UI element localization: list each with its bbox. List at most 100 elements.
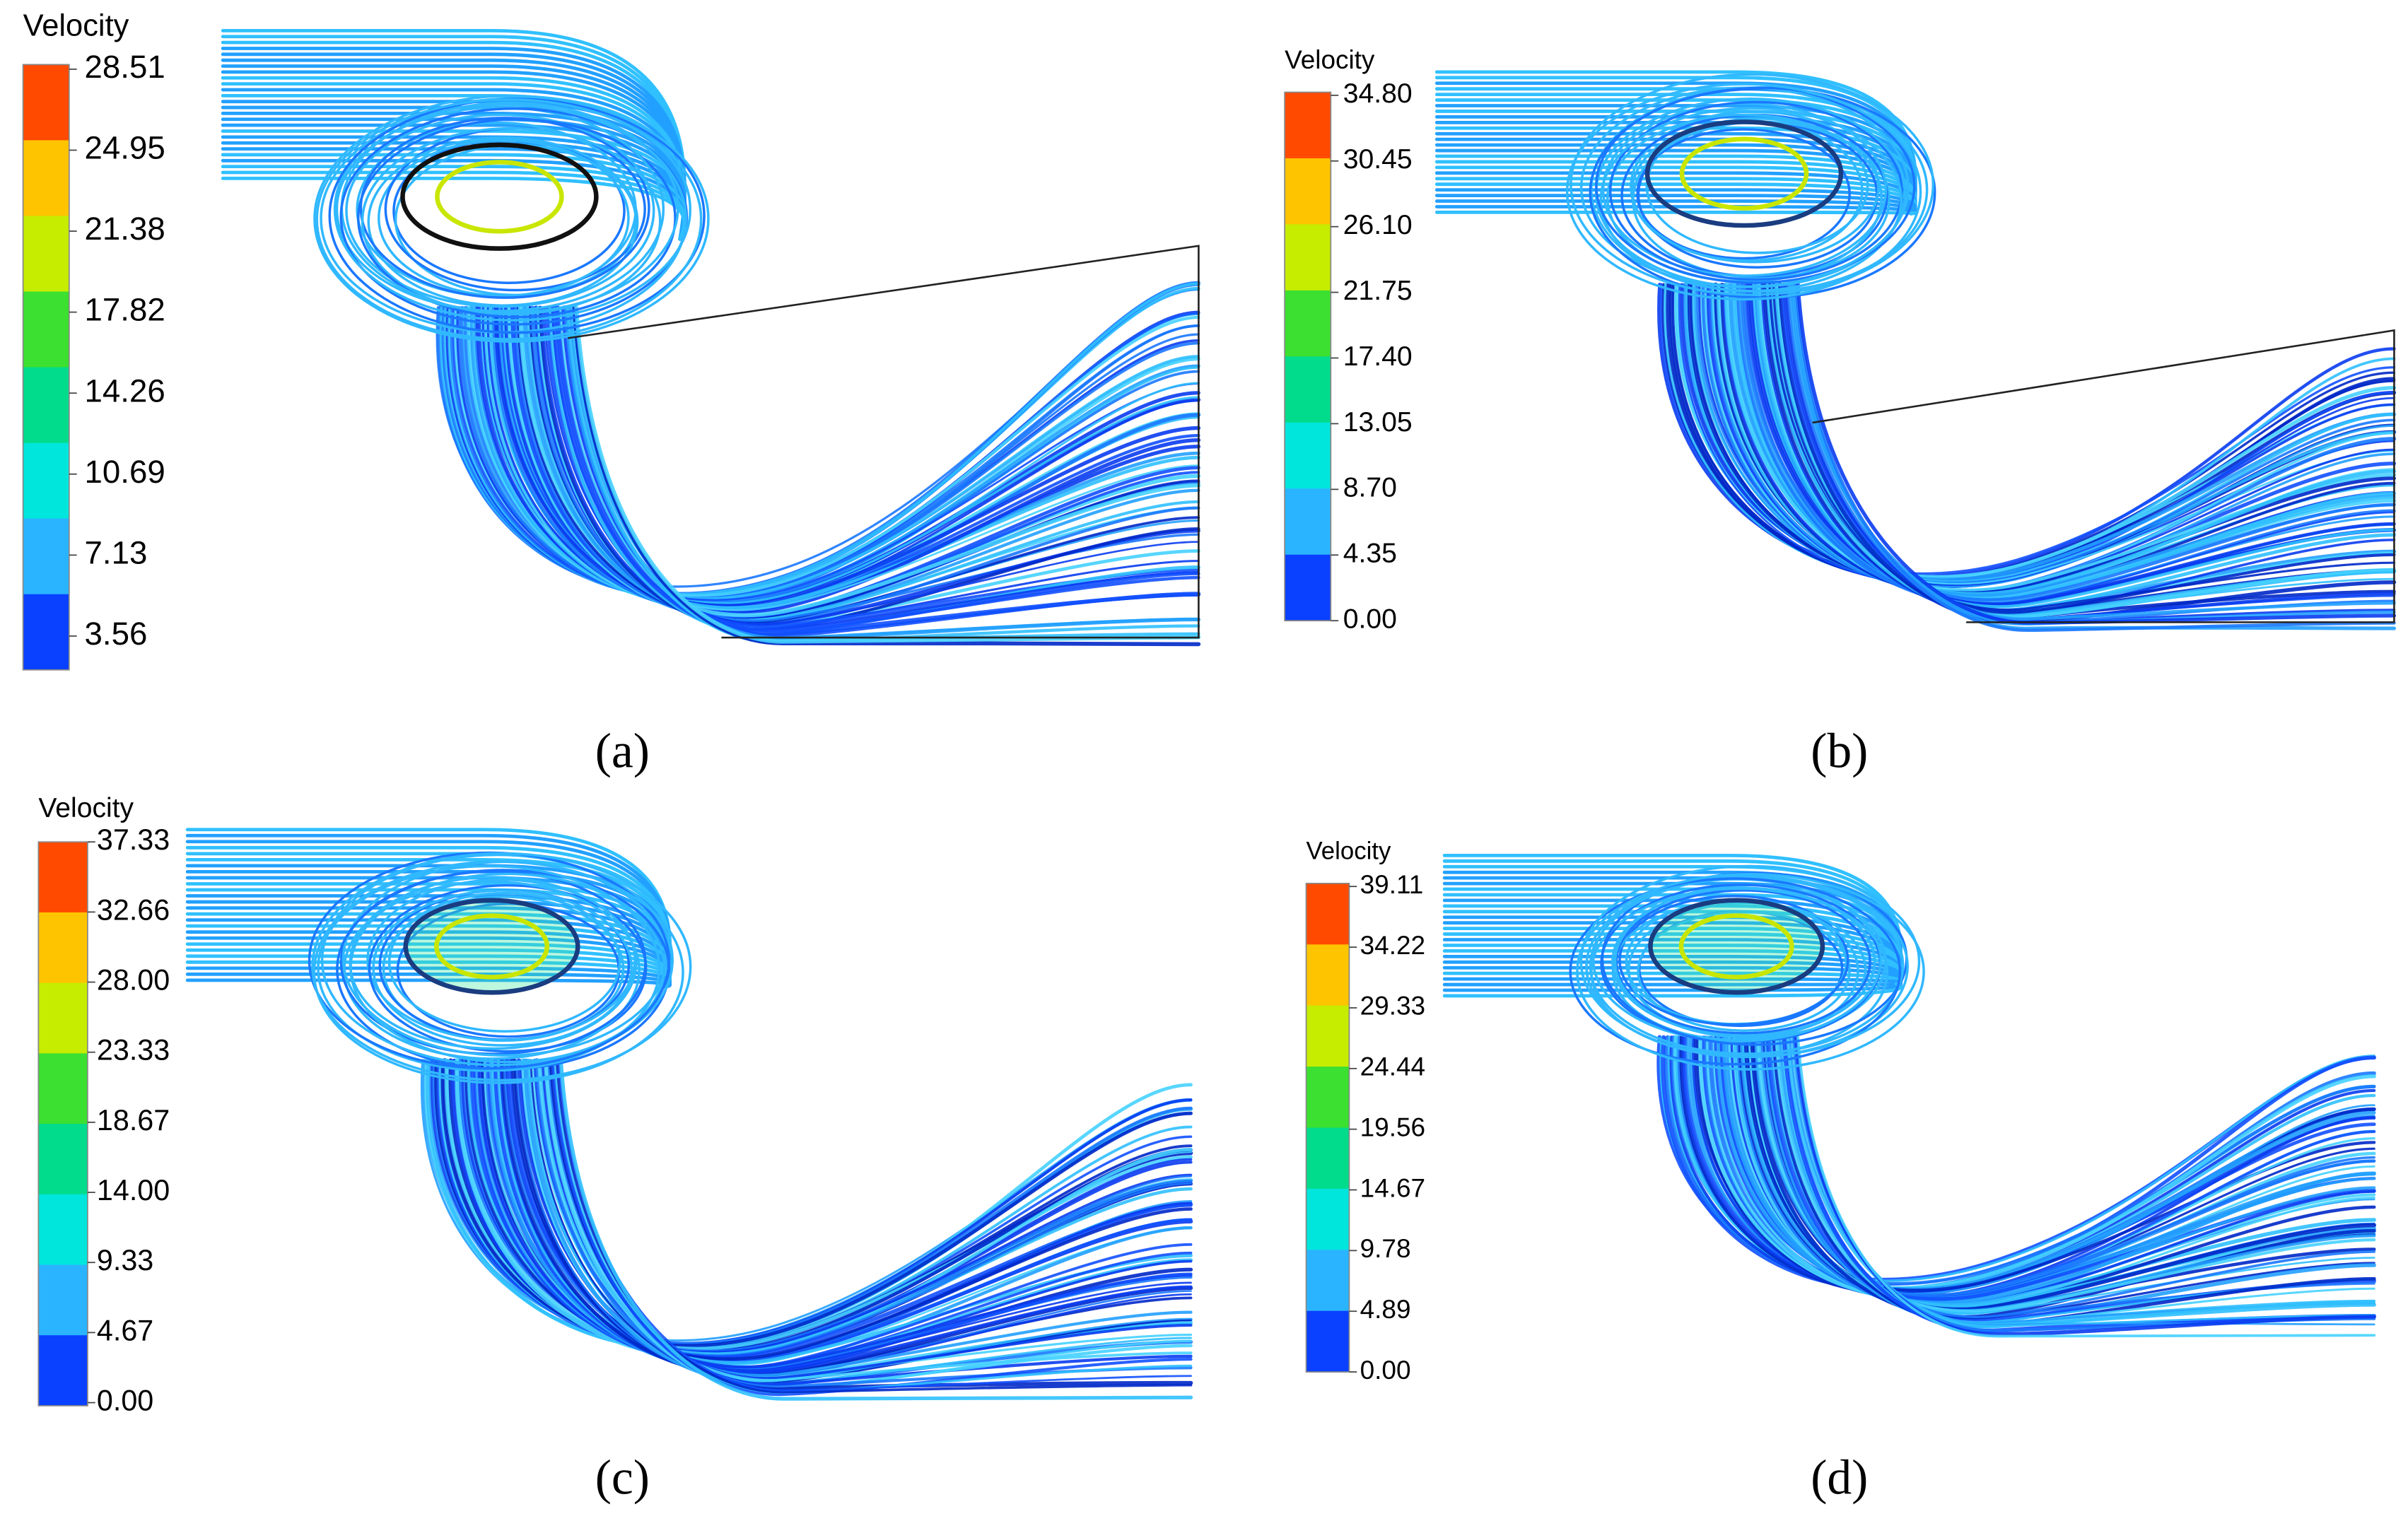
- colorbar-frame: [1305, 883, 1350, 1373]
- panel-label: (d): [1811, 1451, 1868, 1505]
- tick-label: 23.33: [97, 1034, 170, 1067]
- color-band: [38, 1264, 88, 1336]
- streamlines: [185, 828, 1193, 1401]
- tick-label: 30.45: [1343, 144, 1413, 175]
- streamline: [1618, 895, 1849, 1026]
- color-band: [23, 291, 69, 368]
- tick-label: 13.05: [1343, 407, 1413, 437]
- tick-label: 17.82: [85, 292, 165, 328]
- streamline: [1657, 282, 2396, 578]
- tick-label: 14.26: [85, 372, 165, 409]
- streamline: [537, 1058, 1193, 1382]
- streamline: [556, 305, 1200, 633]
- streamline: [461, 1059, 1193, 1353]
- streamline: [1442, 982, 1903, 987]
- impeller-ring: [435, 160, 564, 234]
- colorbar-frame: [37, 841, 88, 1407]
- color-band: [38, 1053, 88, 1124]
- tick-label: 4.67: [97, 1314, 153, 1346]
- streamline: [551, 1058, 1193, 1397]
- panel: Velocity 28.51 24.95 21.38 17.82 14.26 10.69 7.…: [22, 9, 1201, 778]
- streamline: [1630, 110, 1880, 264]
- color-band: [38, 912, 88, 984]
- streamline: [1796, 1035, 2376, 1338]
- color-band: [1306, 883, 1350, 945]
- streamline: [335, 106, 665, 312]
- streamline: [467, 1058, 1193, 1356]
- streamline: [1768, 283, 2396, 613]
- streamline: [359, 117, 650, 299]
- color-band: [1306, 1250, 1350, 1312]
- streamline: [1692, 1035, 2376, 1298]
- outline: [567, 245, 1200, 639]
- tick-label: 0.00: [97, 1384, 153, 1416]
- colorbar-frame: [22, 64, 70, 671]
- streamline: [1645, 117, 1869, 254]
- color-band: [23, 442, 69, 519]
- color-band: [23, 367, 69, 444]
- streamline: [1442, 982, 1903, 998]
- streamline: [372, 889, 633, 1047]
- tick-label: 21.75: [1343, 276, 1413, 306]
- legend-title: Velocity: [23, 9, 129, 43]
- streamline: [459, 1058, 1193, 1353]
- tick-label: 28.00: [97, 963, 170, 996]
- impeller: [1644, 119, 1844, 228]
- streamline: [1750, 1035, 2376, 1319]
- color-band: [23, 216, 69, 293]
- streamline: [1688, 1035, 2375, 1296]
- panel-label: (a): [595, 724, 650, 778]
- outline: [1812, 329, 2395, 623]
- tick-label: 0.00: [1360, 1356, 1411, 1385]
- color-band: [38, 1335, 88, 1407]
- panel: Velocity 34.80 30.45 26.10 21.75 17.40 13.05 8.…: [1284, 45, 2397, 778]
- streamline: [313, 94, 710, 343]
- color-band: [23, 64, 69, 141]
- color-band: [1285, 158, 1331, 225]
- streamline: [312, 860, 684, 1084]
- impeller: [400, 142, 599, 251]
- color-band: [23, 594, 69, 671]
- streamline: [1794, 282, 2396, 633]
- streamline: [1738, 283, 2395, 604]
- tick-label: 17.40: [1343, 341, 1413, 372]
- streamlines: [221, 28, 1201, 647]
- streamline: [361, 127, 662, 316]
- streamline: [221, 147, 686, 241]
- panel-label: (c): [595, 1451, 650, 1505]
- streamline: [311, 852, 692, 1082]
- tick-label: 24.44: [1360, 1052, 1425, 1081]
- streamline: [1576, 872, 1925, 1071]
- streamline: [1570, 73, 1935, 296]
- impeller-ring: [1679, 136, 1809, 211]
- legend-title: Velocity: [1285, 45, 1375, 74]
- streamline: [387, 891, 621, 1033]
- tick-label: 9.78: [1360, 1234, 1411, 1263]
- tick-label: 19.56: [1360, 1112, 1425, 1141]
- color-band: [1285, 290, 1331, 358]
- streamline: [1608, 100, 1903, 281]
- tick-label: 28.51: [85, 49, 165, 85]
- streamline: [1569, 877, 1902, 1066]
- color-band: [23, 140, 69, 217]
- streamline: [1696, 283, 2396, 585]
- tick-label: 14.67: [1360, 1173, 1425, 1202]
- color-band: [1285, 92, 1331, 159]
- tick-label: 26.10: [1343, 210, 1413, 240]
- tick-label: 4.35: [1343, 539, 1397, 569]
- color-band: [1285, 422, 1331, 489]
- tick-label: 32.66: [97, 893, 170, 926]
- tick-label: 7.13: [85, 534, 148, 570]
- color-band: [1306, 1005, 1350, 1067]
- streamline: [345, 113, 655, 308]
- color-band: [1306, 1310, 1350, 1373]
- streamline: [1792, 282, 2397, 630]
- tick-label: 14.00: [97, 1174, 170, 1206]
- streamline: [317, 864, 661, 1072]
- color-band: [1306, 1188, 1350, 1250]
- tick-label: 21.38: [85, 211, 165, 247]
- color-band: [1285, 356, 1331, 423]
